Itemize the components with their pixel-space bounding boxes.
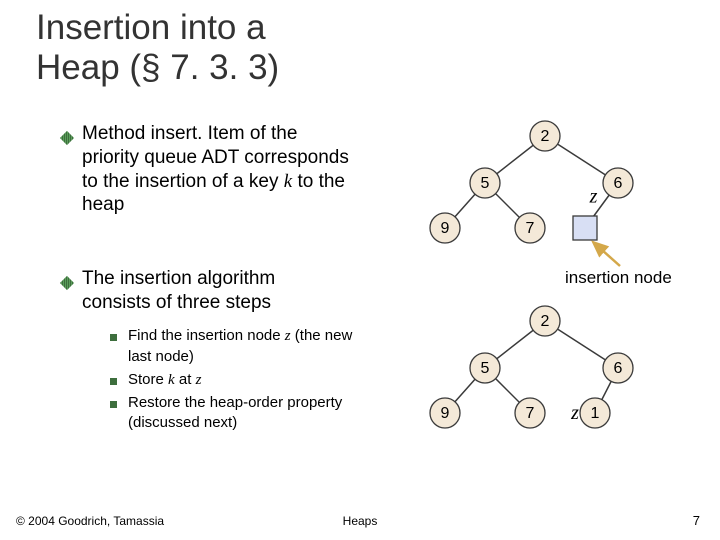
footer-page: 7 (693, 513, 700, 528)
title-line-2: Heap (§ 7. 3. 3) (36, 48, 279, 87)
svg-text:5: 5 (481, 175, 490, 192)
svg-text:9: 9 (441, 405, 450, 422)
s2b: at (175, 371, 196, 388)
slide-title: Insertion into a Heap (§ 7. 3. 3) (36, 8, 279, 89)
bullet-2: The insertion algorithm consists of thre… (82, 267, 342, 315)
svg-text:z: z (589, 186, 598, 208)
svg-text:2: 2 (541, 313, 550, 330)
svg-text:1: 1 (591, 405, 600, 422)
square-bullet-icon (110, 378, 117, 385)
s2k: k (168, 372, 175, 388)
b1-k: k (284, 171, 292, 192)
square-bullet-icon (110, 334, 117, 341)
svg-text:5: 5 (481, 360, 490, 377)
s2z: z (196, 372, 202, 388)
svg-text:7: 7 (526, 405, 535, 422)
sub-3: Restore the heap-order property (discuss… (128, 393, 358, 432)
svg-text:z: z (570, 402, 579, 424)
s3: Restore the heap-order property (discuss… (128, 394, 342, 431)
svg-text:2: 2 (541, 128, 550, 145)
svg-text:6: 6 (614, 175, 623, 192)
s2a: Store (128, 371, 168, 388)
sub-2: Store k at z (128, 370, 201, 391)
svg-text:insertion node: insertion node (565, 268, 672, 287)
sub-1: Find the insertion node z (the new last … (128, 326, 358, 366)
bullet-1: Method insert. Item of the priority queu… (82, 122, 352, 217)
s1a: Find the insertion node (128, 327, 285, 344)
title-line-1: Insertion into a (36, 8, 266, 47)
svg-text:6: 6 (614, 360, 623, 377)
b2-text: The insertion algorithm consists of thre… (82, 268, 275, 313)
footer-copyright: © 2004 Goodrich, Tamassia (16, 514, 164, 528)
tree-after: 2 5 6 9 7 1z (400, 296, 720, 456)
square-bullet-icon (110, 401, 117, 408)
svg-text:9: 9 (441, 220, 450, 237)
tree-before: 2 5 6 9 7 z insertion node (400, 108, 720, 298)
footer-title: Heaps (343, 514, 378, 528)
bullet-icon (60, 276, 74, 290)
svg-text:7: 7 (526, 220, 535, 237)
bullet-icon (60, 131, 74, 145)
